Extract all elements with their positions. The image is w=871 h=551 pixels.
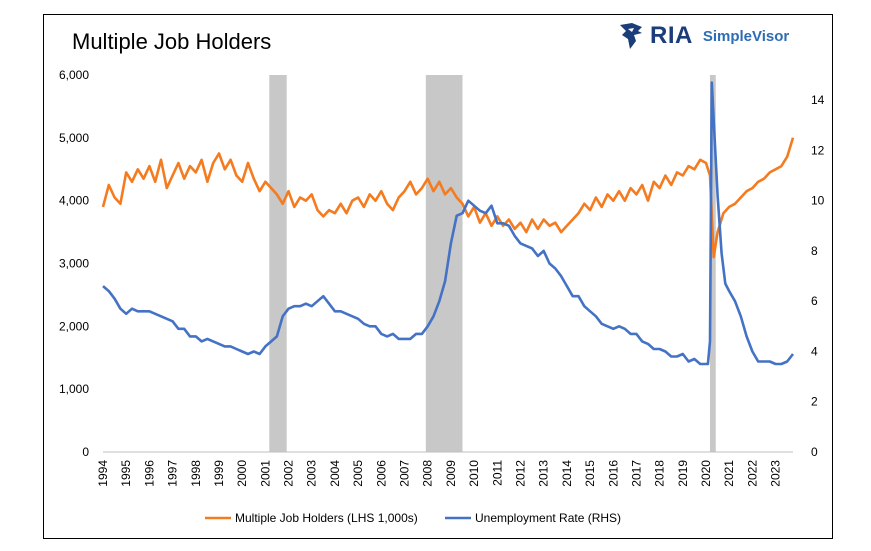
- x-tick-label: 2004: [328, 460, 342, 487]
- y-right-tick-label: 12: [811, 143, 825, 157]
- x-tick-label: 2009: [444, 460, 458, 487]
- x-tick-label: 2013: [537, 460, 551, 487]
- x-tick-label: 2019: [676, 460, 690, 487]
- legend-label: Unemployment Rate (RHS): [475, 511, 621, 525]
- x-tick-label: 1997: [166, 460, 180, 487]
- y-right-tick-label: 6: [811, 294, 818, 308]
- y-left-tick-label: 5,000: [59, 131, 89, 145]
- y-left-tick-label: 1,000: [59, 382, 89, 396]
- x-tick-label: 2020: [699, 460, 713, 487]
- y-left-tick-label: 2,000: [59, 319, 89, 333]
- x-tick-label: 1994: [96, 460, 110, 487]
- y-right-tick-label: 14: [811, 93, 825, 107]
- x-tick-label: 2016: [606, 460, 620, 487]
- legend-label: Multiple Job Holders (LHS 1,000s): [235, 511, 418, 525]
- eagle-logo-icon: [620, 23, 642, 49]
- series-line-unemployment-rate: [102, 81, 795, 366]
- y-left-tick-label: 0: [82, 445, 89, 459]
- logo-ria-text: RIA: [650, 22, 693, 49]
- chart-title: Multiple Job Holders: [72, 29, 272, 54]
- x-tick-label: 2018: [653, 460, 667, 487]
- y-right-tick-label: 8: [811, 244, 818, 258]
- x-tick-label: 1996: [142, 460, 156, 487]
- y-right-tick-label: 0: [811, 445, 818, 459]
- recession-band-0: [269, 75, 287, 452]
- x-tick-label: 2006: [374, 460, 388, 487]
- y-right-tick-label: 10: [811, 194, 825, 208]
- x-tick-label: 2021: [722, 460, 736, 487]
- recession-band-2: [709, 75, 716, 452]
- x-tick-label: 2011: [490, 460, 504, 486]
- y-left-tick-label: 6,000: [59, 68, 89, 82]
- x-tick-label: 1998: [189, 460, 203, 487]
- x-tick-label: 2012: [513, 460, 527, 487]
- x-tick-label: 2014: [560, 460, 574, 487]
- x-tick-label: 2015: [583, 460, 597, 487]
- x-tick-label: 2002: [282, 460, 296, 487]
- x-tick-label: 2023: [769, 460, 783, 487]
- x-tick-label: 2010: [467, 460, 481, 487]
- x-tick-label: 2001: [258, 460, 272, 487]
- y-left-tick-label: 3,000: [59, 257, 89, 271]
- x-tick-label: 2000: [235, 460, 249, 487]
- x-tick-label: 2022: [745, 460, 759, 487]
- recession-band-1: [425, 75, 463, 452]
- y-right-tick-label: 2: [811, 395, 818, 409]
- series-line-multiple-job-holders: [101, 137, 795, 259]
- x-tick-label: 2007: [398, 460, 412, 487]
- x-tick-label: 2017: [629, 460, 643, 487]
- x-tick-label: 1999: [212, 460, 226, 487]
- x-tick-label: 1995: [119, 460, 133, 487]
- x-tick-label: 2003: [305, 460, 319, 487]
- y-right-tick-label: 4: [811, 344, 818, 358]
- x-tick-label: 2005: [351, 460, 365, 487]
- logo-simplevisor-text: SimpleVisor: [702, 27, 790, 45]
- logo: RIA SimpleVisor: [618, 19, 789, 53]
- x-tick-label: 2008: [421, 460, 435, 487]
- y-left-tick-label: 4,000: [59, 194, 89, 208]
